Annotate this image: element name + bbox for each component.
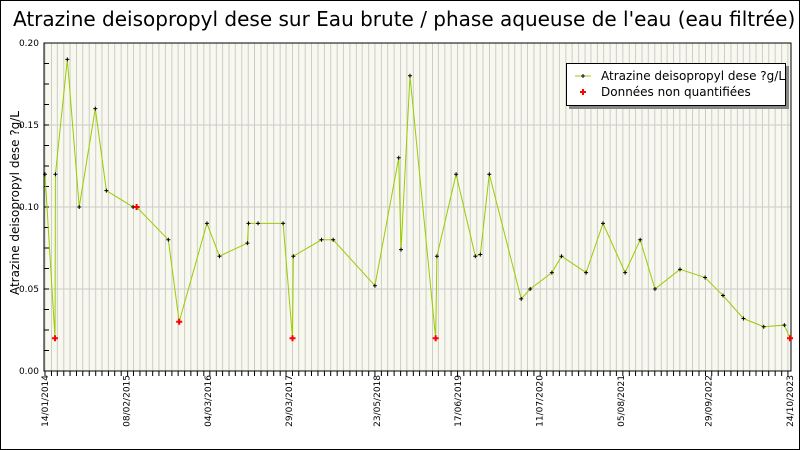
non-quantified-point xyxy=(289,335,296,342)
data-point xyxy=(487,172,492,177)
data-point xyxy=(434,254,439,259)
data-point xyxy=(454,172,459,177)
non-quantified-point xyxy=(432,335,439,342)
data-point xyxy=(559,254,564,259)
data-point xyxy=(782,323,787,328)
data-point xyxy=(638,237,643,242)
data-point xyxy=(77,205,82,209)
y-tick-label: 0.00 xyxy=(19,367,39,377)
data-point xyxy=(331,237,336,242)
data-point xyxy=(319,237,324,242)
y-tick-label: 0.20 xyxy=(19,39,39,49)
data-point xyxy=(43,172,47,177)
data-point xyxy=(761,324,766,329)
data-point xyxy=(93,106,98,111)
data-point xyxy=(721,293,726,298)
data-point xyxy=(678,267,683,272)
x-tick-label: 17/06/2019 xyxy=(454,375,464,427)
data-point xyxy=(281,221,286,226)
x-tick-label: 23/05/2018 xyxy=(373,375,383,427)
data-point xyxy=(399,247,404,252)
data-point xyxy=(372,283,377,288)
data-point xyxy=(166,237,171,242)
data-point xyxy=(473,254,478,259)
legend-item-measured: Atrazine deisopropyl dese ?g/L xyxy=(575,68,785,84)
legend-item-non-quantified: Données non quantifiées xyxy=(575,84,751,100)
x-tick-label: 08/02/2015 xyxy=(122,375,132,427)
data-point xyxy=(256,221,261,226)
data-point xyxy=(584,270,589,275)
data-point xyxy=(549,270,554,275)
x-tick-label: 11/07/2020 xyxy=(536,375,546,427)
y-tick-label: 0.15 xyxy=(19,121,39,131)
data-point xyxy=(396,155,401,160)
data-point xyxy=(104,188,109,193)
data-point xyxy=(245,241,250,246)
non-quantified-point xyxy=(787,335,793,342)
non-quantified-point xyxy=(176,318,183,325)
data-point xyxy=(652,287,657,291)
legend-label: Atrazine deisopropyl dese ?g/L xyxy=(601,69,786,83)
data-point xyxy=(53,172,58,177)
data-point xyxy=(217,254,222,259)
legend-red-marker-icon xyxy=(575,84,591,100)
x-tick-label: 29/09/2022 xyxy=(705,375,715,427)
plot-border xyxy=(43,42,792,372)
data-point xyxy=(65,57,70,62)
y-tick-label: 0.10 xyxy=(19,203,39,213)
data-point xyxy=(703,275,708,280)
data-point xyxy=(601,221,606,226)
non-quantified-point xyxy=(133,204,140,210)
data-point xyxy=(407,73,412,78)
data-point xyxy=(528,287,533,291)
data-point xyxy=(291,254,296,259)
data-point xyxy=(519,296,524,301)
legend-line-marker-icon xyxy=(575,68,591,84)
x-tick-label: 29/03/2017 xyxy=(285,375,295,427)
data-point xyxy=(204,221,209,226)
x-tick-label: 24/10/2023 xyxy=(786,375,796,427)
data-point xyxy=(478,252,483,257)
y-tick-label: 0.05 xyxy=(19,285,39,295)
chart-title: Atrazine deisopropyl dese sur Eau brute … xyxy=(13,7,796,31)
legend-label: Données non quantifiées xyxy=(601,85,751,99)
x-tick-label: 14/01/2014 xyxy=(41,375,51,427)
non-quantified-point xyxy=(52,335,59,342)
data-point xyxy=(741,316,746,321)
legend: Atrazine deisopropyl dese ?g/L Données n… xyxy=(566,63,786,106)
x-tick-label: 05/08/2021 xyxy=(617,375,627,427)
data-point xyxy=(623,270,628,275)
x-tick-label: 04/03/2016 xyxy=(204,375,214,427)
data-point xyxy=(246,221,251,226)
